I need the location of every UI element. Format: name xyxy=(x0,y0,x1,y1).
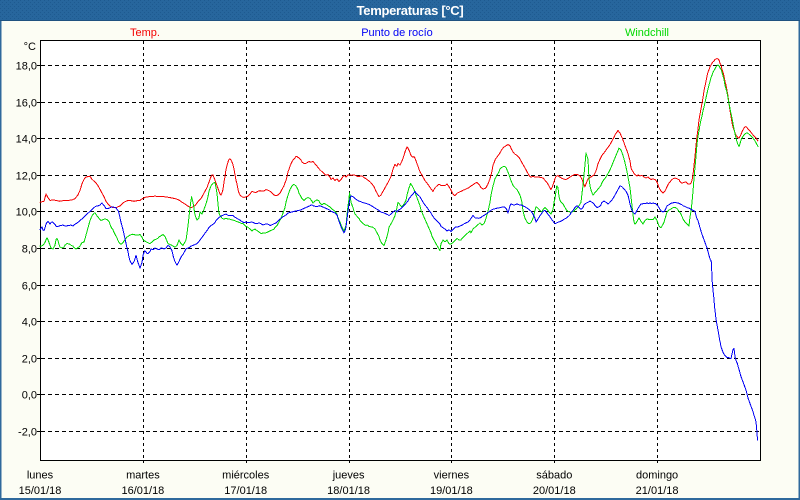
svg-text:12,0: 12,0 xyxy=(16,171,37,183)
svg-text:18/01/18: 18/01/18 xyxy=(327,485,370,497)
svg-text:17/01/18: 17/01/18 xyxy=(224,485,267,497)
svg-text:Temperaturas [°C]: Temperaturas [°C] xyxy=(357,3,464,18)
svg-text:20/01/18: 20/01/18 xyxy=(533,485,576,497)
svg-text:8,0: 8,0 xyxy=(22,244,37,256)
svg-text:sábado: sábado xyxy=(536,470,572,482)
svg-text:-2,0: -2,0 xyxy=(18,427,37,439)
svg-text:14,0: 14,0 xyxy=(16,134,37,146)
svg-text:°C: °C xyxy=(24,41,36,53)
svg-text:21/01/18: 21/01/18 xyxy=(636,485,679,497)
svg-text:jueves: jueves xyxy=(332,470,365,482)
svg-text:domingo: domingo xyxy=(636,470,678,482)
svg-text:6,0: 6,0 xyxy=(22,281,37,293)
svg-text:lunes: lunes xyxy=(27,470,54,482)
svg-text:19/01/18: 19/01/18 xyxy=(430,485,473,497)
svg-text:15/01/18: 15/01/18 xyxy=(19,485,62,497)
svg-text:16/01/18: 16/01/18 xyxy=(121,485,164,497)
svg-text:Windchill: Windchill xyxy=(625,27,669,39)
svg-text:10,0: 10,0 xyxy=(16,207,37,219)
svg-text:Temp.: Temp. xyxy=(130,27,160,39)
svg-text:viernes: viernes xyxy=(434,470,470,482)
svg-text:4,0: 4,0 xyxy=(22,317,37,329)
svg-text:2,0: 2,0 xyxy=(22,354,37,366)
svg-text:16,0: 16,0 xyxy=(16,98,37,110)
svg-text:18,0: 18,0 xyxy=(16,61,37,73)
svg-text:0,0: 0,0 xyxy=(22,390,37,402)
svg-text:Punto de rocío: Punto de rocío xyxy=(361,27,433,39)
svg-text:martes: martes xyxy=(126,470,160,482)
svg-text:miércoles: miércoles xyxy=(222,470,270,482)
